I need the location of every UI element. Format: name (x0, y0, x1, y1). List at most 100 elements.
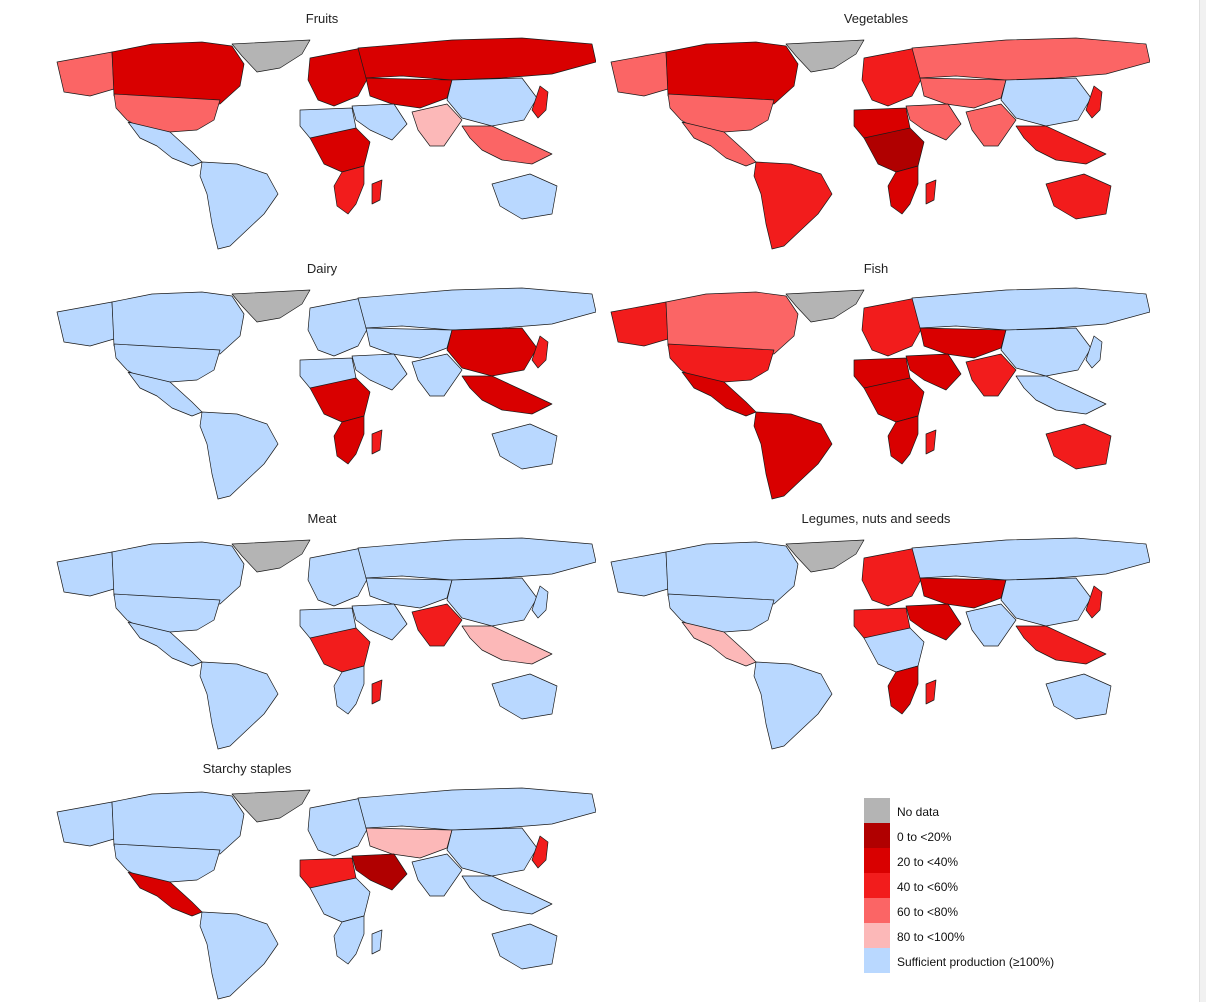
region-usa (113, 593, 221, 633)
region-australia (491, 923, 558, 970)
region-japan (531, 585, 549, 619)
region-south-america (199, 411, 279, 500)
region-alaska (610, 301, 669, 347)
world-map (56, 787, 596, 1000)
region-greenland (785, 539, 865, 573)
legend-swatch (864, 798, 890, 823)
region-usa (113, 93, 221, 133)
region-usa (667, 593, 775, 633)
world-map (56, 537, 596, 750)
region-usa (113, 843, 221, 883)
region-china (446, 77, 538, 127)
region-alaska (56, 801, 115, 847)
region-india (965, 603, 1017, 647)
legend-swatch (864, 948, 890, 973)
region-southeast-asia (1015, 625, 1107, 665)
legend-item: Sufficient production (≥100%) (864, 948, 1104, 973)
region-central-asia (365, 77, 453, 109)
region-central-asia (919, 77, 1007, 109)
region-russia (357, 287, 596, 331)
region-alaska (56, 51, 115, 97)
region-south-america (753, 411, 833, 500)
map-panel-fish: Fish (602, 258, 1150, 500)
legend-label: 80 to <100% (897, 930, 965, 944)
region-china (446, 577, 538, 627)
region-central-asia (919, 577, 1007, 609)
region-greenland (231, 289, 311, 323)
region-middle-east (905, 603, 962, 641)
region-australia (491, 423, 558, 470)
region-india (965, 103, 1017, 147)
panel-title: Meat (307, 511, 337, 526)
region-russia (911, 37, 1150, 81)
region-india (411, 353, 463, 397)
region-south-america (753, 161, 833, 250)
legend-item: 0 to <20% (864, 823, 1104, 848)
region-mexico-central (127, 371, 203, 417)
region-southern-africa (887, 665, 919, 715)
region-southern-africa (333, 915, 365, 965)
region-alaska (56, 551, 115, 597)
map-panel-fruits: Fruits (48, 8, 596, 250)
region-south-america (199, 661, 279, 750)
region-madagascar (371, 679, 383, 705)
region-madagascar (371, 179, 383, 205)
region-japan (531, 85, 549, 119)
region-madagascar (371, 929, 383, 955)
legend-item: 60 to <80% (864, 898, 1104, 923)
region-japan (531, 835, 549, 869)
region-central-asia (919, 327, 1007, 359)
region-southern-africa (333, 665, 365, 715)
vertical-scrollbar[interactable] (1199, 0, 1206, 1002)
region-china (1000, 327, 1092, 377)
region-mexico-central (127, 121, 203, 167)
region-mexico-central (681, 621, 757, 667)
region-mexico-central (681, 371, 757, 417)
region-middle-east (351, 853, 408, 891)
map-panel-meat: Meat (48, 508, 596, 750)
region-greenland (231, 789, 311, 823)
region-mexico-central (127, 621, 203, 667)
world-map (610, 37, 1150, 250)
panel-title: Vegetables (843, 11, 909, 26)
region-russia (357, 37, 596, 81)
legend-label: 20 to <40% (897, 855, 959, 869)
legend-label: Sufficient production (≥100%) (897, 955, 1055, 969)
region-australia (1045, 673, 1112, 720)
region-india (411, 853, 463, 897)
region-middle-east (905, 353, 962, 391)
region-china (446, 827, 538, 877)
region-australia (491, 673, 558, 720)
region-australia (491, 173, 558, 220)
region-greenland (231, 39, 311, 73)
panel-title: Dairy (306, 261, 338, 276)
legend-label: 40 to <60% (897, 880, 959, 894)
legend-swatch (864, 823, 890, 848)
world-map (56, 287, 596, 500)
region-southern-africa (333, 415, 365, 465)
region-mexico-central (681, 121, 757, 167)
legend-swatch (864, 848, 890, 873)
region-southeast-asia (461, 875, 553, 915)
region-central-asia (365, 327, 453, 359)
region-alaska (610, 551, 669, 597)
region-china (446, 327, 538, 377)
region-middle-east (905, 103, 962, 141)
region-russia (911, 287, 1150, 331)
region-southern-africa (887, 165, 919, 215)
region-middle-east (351, 603, 408, 641)
legend-item: No data (864, 798, 1104, 823)
region-japan (1085, 85, 1103, 119)
legend-swatch (864, 923, 890, 948)
region-japan (1085, 585, 1103, 619)
region-india (411, 103, 463, 147)
world-map (610, 537, 1150, 750)
region-madagascar (925, 679, 937, 705)
map-panel-vegetables: Vegetables (602, 8, 1150, 250)
region-usa (667, 93, 775, 133)
panel-title: Fish (863, 261, 889, 276)
region-southeast-asia (461, 625, 553, 665)
panel-title: Fruits (305, 11, 339, 26)
region-southeast-asia (461, 125, 553, 165)
legend-item: 20 to <40% (864, 848, 1104, 873)
